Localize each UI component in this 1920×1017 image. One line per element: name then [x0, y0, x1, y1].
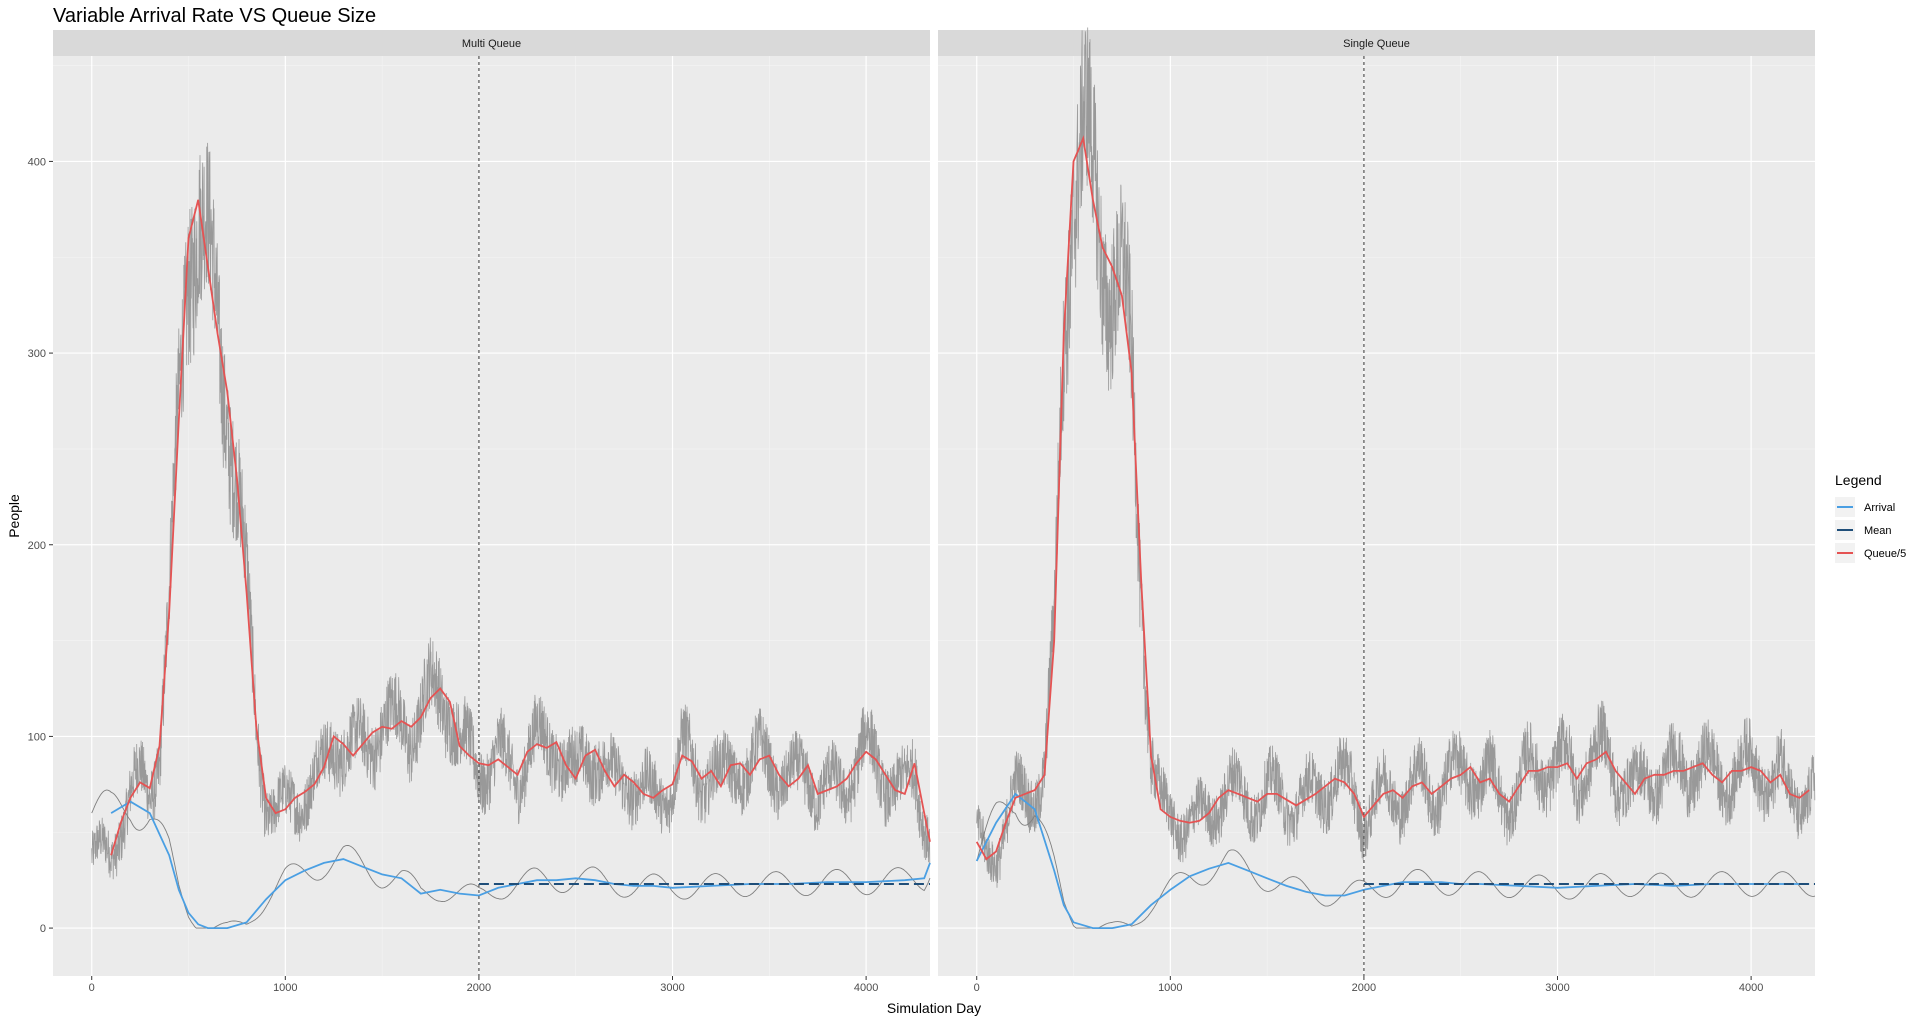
x-tick-label: 0 — [974, 982, 980, 994]
panel-single-queue: Single Queue 0 1000 2000 3000 4000 — [938, 27, 1816, 994]
legend-title: Legend — [1835, 472, 1882, 488]
x-tick-label: 0 — [89, 982, 95, 994]
x-tick-label: 4000 — [854, 982, 878, 994]
x-axis-title: Simulation Day — [887, 1000, 981, 1016]
facet-strip — [53, 30, 930, 56]
panel-background — [53, 56, 930, 976]
queue-series-line — [975, 135, 1810, 861]
y-tick-label: 400 — [28, 156, 46, 168]
facet-strip-label: Multi Queue — [462, 38, 521, 50]
x-tick-label: 3000 — [1545, 982, 1569, 994]
arrival-series-line — [110, 800, 931, 929]
x-tick-label: 1000 — [273, 982, 297, 994]
y-axis-title: People — [6, 494, 22, 538]
panel-multi-queue: Multi Queue 0 1000 2000 3000 4000 0 100 200 300 40… — [28, 30, 931, 994]
arrival-raw-line — [91, 789, 931, 929]
facet-strip — [938, 30, 1815, 56]
legend: Legend Arrival Mean Queue/5 — [1835, 472, 1906, 563]
x-tick-label: 2000 — [467, 982, 491, 994]
queue-series-line — [110, 199, 931, 856]
x-tick-label: 3000 — [660, 982, 684, 994]
legend-label: Mean — [1864, 525, 1892, 537]
queue-raw-line — [976, 27, 1816, 888]
x-tick-label: 1000 — [1158, 982, 1182, 994]
legend-label: Queue/5 — [1864, 548, 1906, 560]
panel-background — [938, 56, 1815, 976]
facet-strip-label: Single Queue — [1343, 38, 1410, 50]
x-tick-label: 4000 — [1739, 982, 1763, 994]
y-tick-label: 200 — [28, 540, 46, 552]
chart-title: Variable Arrival Rate VS Queue Size — [53, 5, 376, 27]
x-tick-label: 2000 — [1352, 982, 1376, 994]
arrival-raw-line — [976, 801, 1816, 929]
y-tick-label: 100 — [28, 731, 46, 743]
y-tick-label: 0 — [40, 923, 46, 935]
legend-label: Arrival — [1864, 502, 1895, 514]
y-tick-label: 300 — [28, 348, 46, 360]
arrival-series-line — [975, 792, 1810, 929]
